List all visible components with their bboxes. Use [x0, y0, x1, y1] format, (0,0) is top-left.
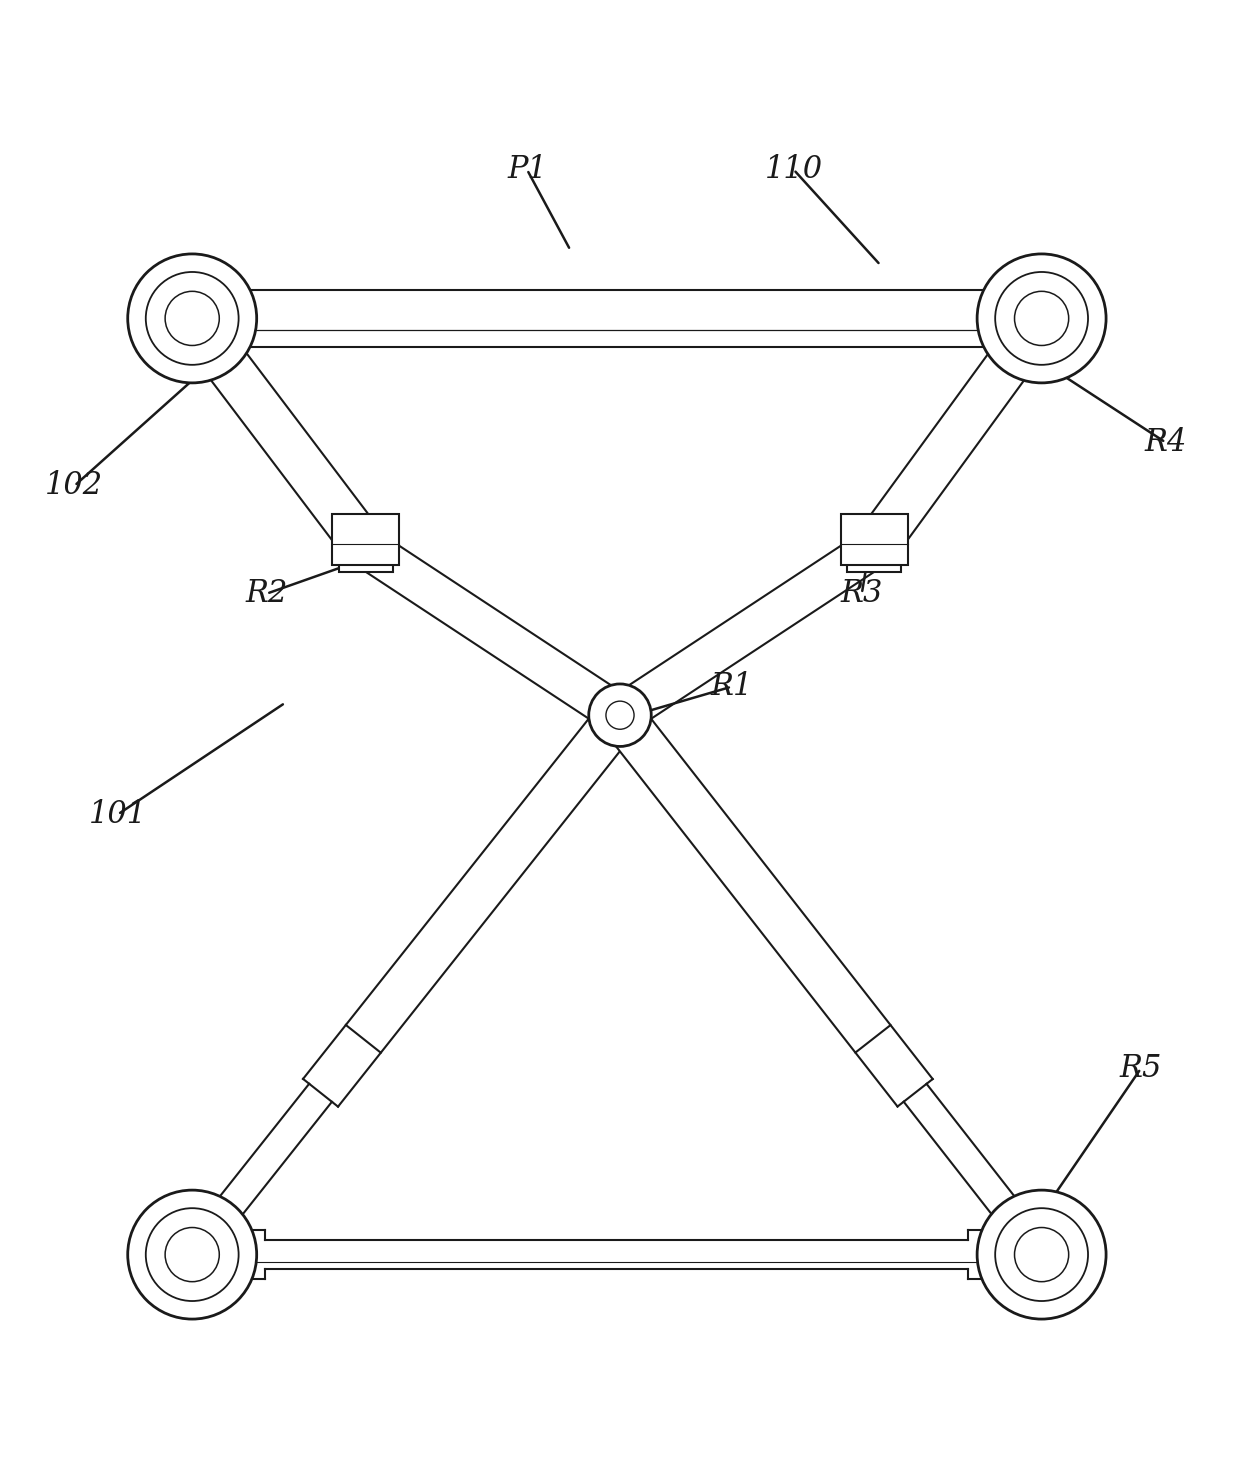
Circle shape	[977, 1190, 1106, 1319]
Text: 102: 102	[46, 471, 103, 502]
Bar	[339, 524, 393, 571]
Polygon shape	[609, 531, 885, 733]
Circle shape	[146, 1208, 238, 1301]
Circle shape	[589, 684, 651, 746]
Circle shape	[128, 1190, 257, 1319]
Polygon shape	[355, 531, 631, 733]
Text: 110: 110	[765, 154, 822, 185]
Text: R4: R4	[1145, 426, 1187, 457]
Circle shape	[1014, 1227, 1069, 1282]
Circle shape	[128, 255, 257, 383]
Polygon shape	[244, 290, 990, 346]
Circle shape	[606, 702, 634, 730]
Text: R1: R1	[711, 670, 753, 702]
Text: R2: R2	[246, 579, 288, 610]
Text: P1: P1	[507, 154, 547, 185]
Bar	[332, 515, 399, 564]
Polygon shape	[346, 702, 637, 1052]
Circle shape	[977, 255, 1106, 383]
Circle shape	[996, 272, 1087, 366]
Polygon shape	[181, 1083, 332, 1264]
Polygon shape	[904, 1083, 1053, 1264]
Circle shape	[996, 1208, 1087, 1301]
Circle shape	[165, 292, 219, 345]
Bar	[847, 524, 901, 571]
Polygon shape	[175, 305, 383, 561]
Text: R5: R5	[1120, 1054, 1162, 1083]
Polygon shape	[241, 1230, 993, 1279]
Circle shape	[1014, 292, 1069, 345]
Text: R3: R3	[841, 579, 883, 610]
Polygon shape	[856, 305, 1060, 561]
Circle shape	[146, 272, 238, 366]
Circle shape	[165, 1227, 219, 1282]
Polygon shape	[603, 702, 890, 1052]
Bar	[841, 515, 908, 564]
Text: 101: 101	[89, 799, 146, 830]
